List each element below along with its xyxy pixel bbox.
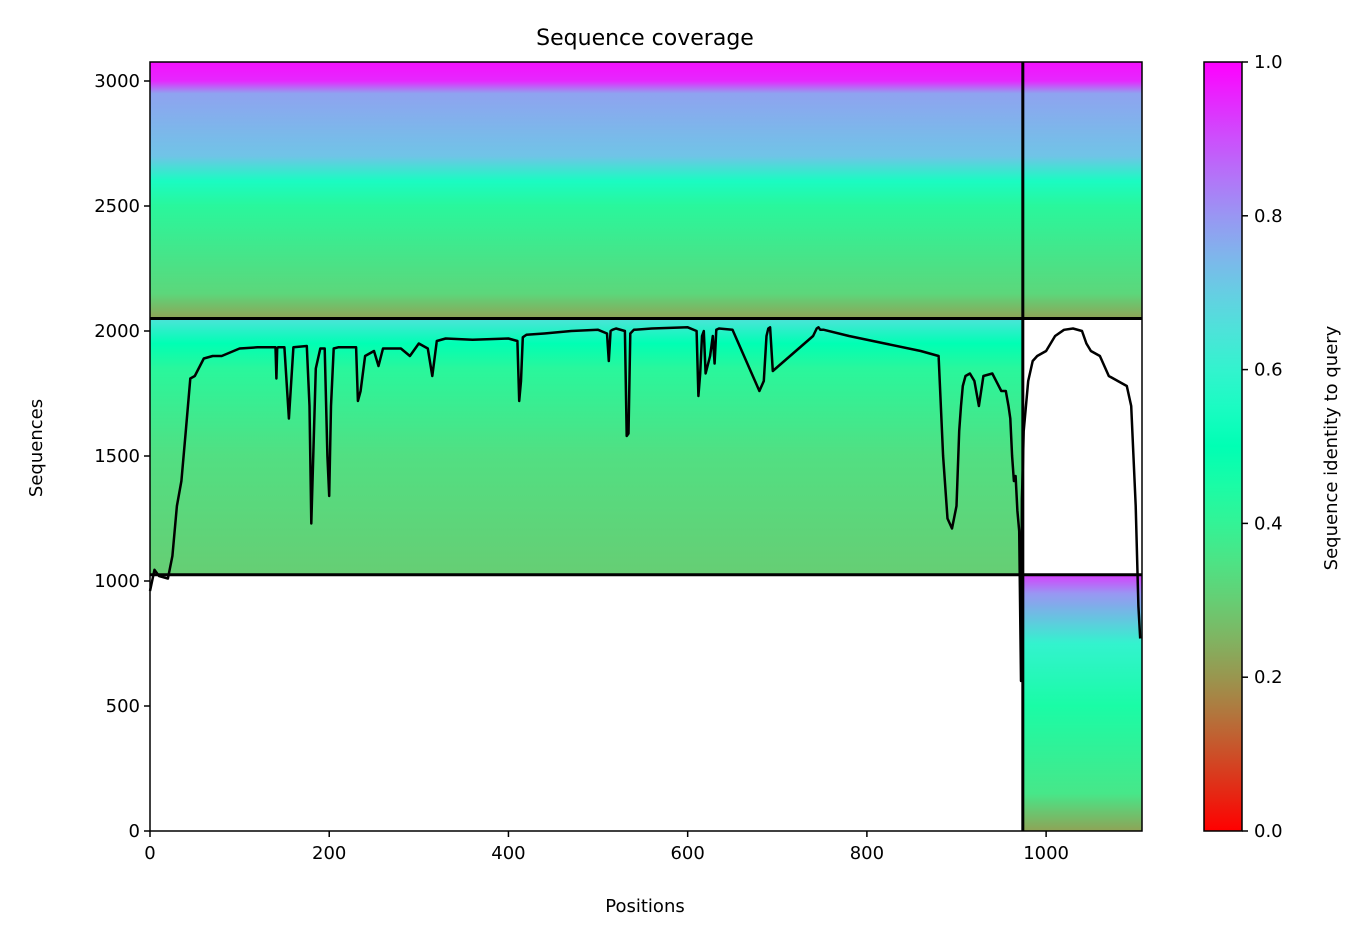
colorbar: 0.0 0.2 0.4 0.6 0.8 1.0 <box>1203 52 1283 842</box>
colorbar-tick-label: 0.2 <box>1254 667 1283 688</box>
plot-area <box>148 62 1142 831</box>
colorbar-tick-label: 0.0 <box>1254 821 1283 842</box>
x-tick-label: 200 <box>312 843 346 864</box>
y-tick-label: 1000 <box>94 571 140 592</box>
heatmap-block-chain-B <box>1022 574 1142 831</box>
y-tick-label: 3000 <box>94 71 140 92</box>
y-tick-label: 2500 <box>94 196 140 217</box>
y-axis-label: Sequences <box>26 399 47 497</box>
colorbar-label: Sequence identity to query <box>1321 325 1342 570</box>
plot-frame <box>149 61 1143 832</box>
y-tick-label: 500 <box>106 696 140 717</box>
colorbar-tick-label: 0.4 <box>1254 513 1283 534</box>
x-tick-label: 600 <box>670 843 704 864</box>
x-tick-label: 800 <box>850 843 884 864</box>
y-tick-label: 2000 <box>94 321 140 342</box>
colorbar-tick-label: 0.8 <box>1254 206 1283 227</box>
y-tick-label: 1500 <box>94 446 140 467</box>
axes: 0 200 400 600 800 1000 0 500 1000 1500 2000 2500 300… <box>94 61 1143 864</box>
heatmap-block-paired <box>150 62 1142 319</box>
colorbar-tick-label: 1.0 <box>1254 52 1283 73</box>
y-tick-label: 0 <box>129 821 140 842</box>
coverage-line <box>148 326 1142 683</box>
x-tick-label: 400 <box>491 843 525 864</box>
colorbar-scale <box>1203 61 1243 832</box>
colorbar-tick-label: 0.6 <box>1254 360 1283 381</box>
chart-title: Sequence coverage <box>536 26 754 51</box>
x-tick-label: 0 <box>144 843 155 864</box>
x-tick-label: 1000 <box>1023 843 1069 864</box>
x-axis-label: Positions <box>605 896 684 917</box>
heatmap-block-chain-A <box>150 318 1023 575</box>
